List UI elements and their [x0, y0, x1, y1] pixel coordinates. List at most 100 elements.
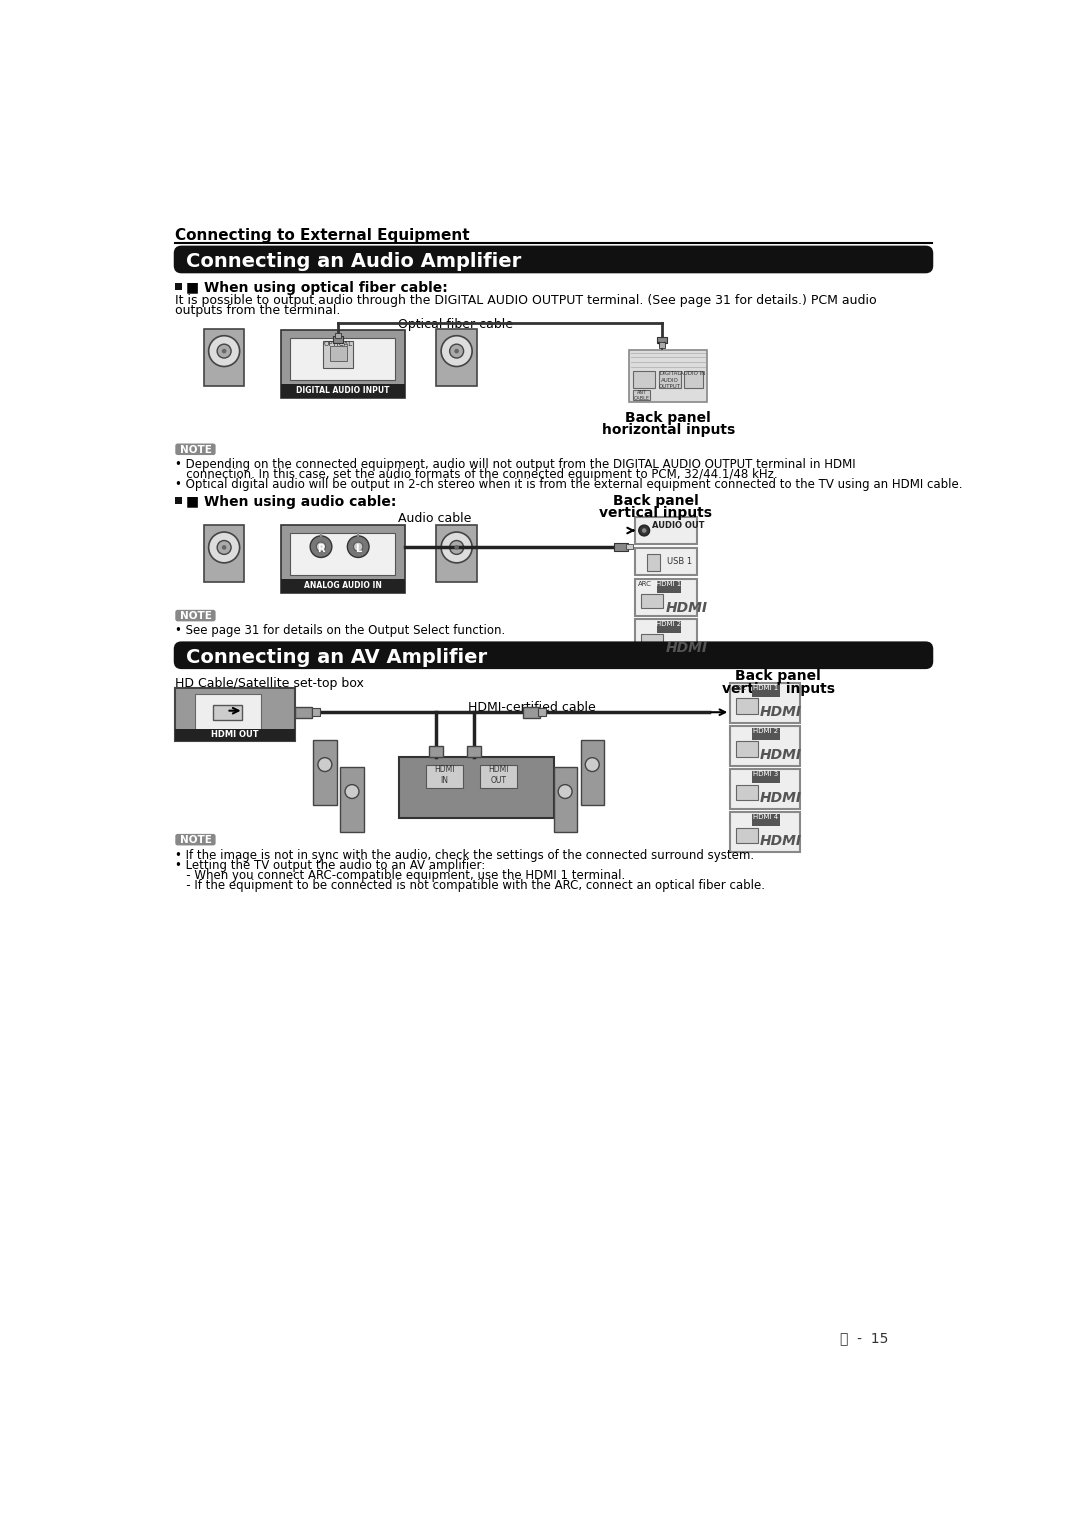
Bar — [436, 328, 476, 386]
Circle shape — [558, 785, 572, 799]
Text: NOTE: NOTE — [179, 611, 212, 621]
Bar — [657, 337, 667, 344]
Text: Connecting an AV Amplifier: Connecting an AV Amplifier — [186, 647, 487, 667]
Text: - When you connect ARC-compatible equipment, use the HDMI 1 terminal.: - When you connect ARC-compatible equipm… — [175, 869, 625, 881]
Text: HDMI 2: HDMI 2 — [657, 620, 681, 626]
Bar — [659, 342, 665, 348]
Circle shape — [455, 348, 459, 353]
Circle shape — [348, 536, 369, 557]
Bar — [730, 727, 800, 767]
Bar — [730, 812, 800, 852]
Bar — [312, 709, 321, 716]
Bar — [752, 771, 780, 783]
Circle shape — [217, 541, 231, 554]
Text: • Optical digital audio will be output in 2-ch stereo when it is from the extern: • Optical digital audio will be output i… — [175, 478, 962, 492]
Text: Audio cable: Audio cable — [399, 512, 472, 525]
Bar — [613, 542, 627, 551]
Bar — [204, 525, 244, 582]
Text: HDMI OUT: HDMI OUT — [212, 730, 259, 739]
Bar — [175, 496, 183, 504]
Bar — [581, 741, 604, 805]
Bar — [175, 687, 296, 742]
Circle shape — [449, 344, 463, 357]
Circle shape — [318, 757, 332, 771]
Circle shape — [449, 541, 463, 554]
Bar — [323, 341, 353, 368]
Bar — [340, 767, 364, 832]
Bar — [291, 337, 395, 380]
Text: HDMI: HDMI — [666, 600, 707, 614]
Bar — [630, 350, 707, 402]
Bar — [626, 544, 633, 550]
Bar — [635, 548, 697, 576]
Bar — [281, 385, 405, 399]
Text: DIGITAL
AUDIO
OUTPUT: DIGITAL AUDIO OUTPUT — [659, 371, 680, 389]
Bar — [642, 634, 663, 649]
Circle shape — [441, 336, 472, 366]
Bar — [642, 594, 663, 608]
Circle shape — [221, 545, 227, 550]
Text: HDMI 1: HDMI 1 — [657, 580, 681, 586]
Text: HDMI 1: HDMI 1 — [753, 684, 779, 690]
Text: OPTICAL: OPTICAL — [324, 341, 352, 347]
Bar — [633, 371, 656, 388]
Circle shape — [345, 785, 359, 799]
Text: HDMI
OUT: HDMI OUT — [488, 765, 509, 785]
Circle shape — [585, 757, 599, 771]
Bar — [436, 525, 476, 582]
Text: It is possible to output audio through the DIGITAL AUDIO OUTPUT terminal. (See p: It is possible to output audio through t… — [175, 295, 877, 307]
Text: ANT
CABLE: ANT CABLE — [634, 389, 650, 402]
Bar — [281, 330, 405, 399]
Text: AUDIO IN: AUDIO IN — [680, 371, 705, 376]
Bar — [291, 533, 395, 576]
FancyBboxPatch shape — [174, 641, 933, 669]
Circle shape — [310, 536, 332, 557]
Text: NOTE: NOTE — [179, 444, 212, 455]
Text: HDMI 4: HDMI 4 — [753, 814, 779, 820]
Bar — [175, 282, 183, 290]
Bar — [523, 707, 540, 718]
Circle shape — [638, 525, 649, 536]
Text: ■ When using audio cable:: ■ When using audio cable: — [186, 495, 396, 508]
Bar — [538, 709, 545, 716]
FancyBboxPatch shape — [175, 443, 216, 455]
Text: ⓔ  -  15: ⓔ - 15 — [840, 1332, 889, 1345]
Bar — [281, 525, 405, 592]
Text: AUDIO OUT: AUDIO OUT — [652, 521, 704, 530]
Bar — [313, 741, 337, 805]
Bar — [480, 765, 517, 788]
Circle shape — [353, 542, 363, 551]
Text: horizontal inputs: horizontal inputs — [602, 423, 734, 437]
Bar — [329, 345, 347, 360]
Text: • Depending on the connected equipment, audio will not output from the DIGITAL A: • Depending on the connected equipment, … — [175, 458, 856, 472]
Bar — [633, 389, 650, 400]
Text: HDMI-certified cable: HDMI-certified cable — [469, 701, 596, 715]
Bar — [335, 333, 341, 337]
Text: • If the image is not in sync with the audio, check the settings of the connecte: • If the image is not in sync with the a… — [175, 849, 755, 861]
Text: Optical fiber cable: Optical fiber cable — [399, 318, 513, 331]
Text: HDMI 3: HDMI 3 — [753, 771, 779, 777]
Bar — [635, 518, 697, 544]
Text: - If the equipment to be connected is not compatible with the ARC, connect an op: - If the equipment to be connected is no… — [175, 878, 766, 892]
Circle shape — [455, 545, 459, 550]
Circle shape — [316, 542, 326, 551]
Bar — [333, 336, 343, 342]
Text: Back panel: Back panel — [613, 493, 699, 507]
Text: HDMI
IN: HDMI IN — [434, 765, 455, 785]
Text: USB 1: USB 1 — [667, 557, 692, 567]
Bar — [737, 785, 758, 800]
FancyBboxPatch shape — [175, 834, 216, 846]
Text: ANALOG AUDIO IN: ANALOG AUDIO IN — [303, 580, 381, 589]
Text: L: L — [355, 544, 362, 554]
FancyBboxPatch shape — [175, 609, 216, 621]
Bar — [752, 728, 780, 741]
Text: HDMI: HDMI — [759, 704, 801, 719]
Text: ARC: ARC — [638, 580, 652, 586]
Circle shape — [642, 528, 647, 533]
Bar — [635, 579, 697, 615]
Bar — [684, 371, 703, 388]
Bar — [657, 580, 681, 592]
Circle shape — [208, 336, 240, 366]
Text: Back panel: Back panel — [625, 411, 711, 425]
Bar — [730, 770, 800, 809]
